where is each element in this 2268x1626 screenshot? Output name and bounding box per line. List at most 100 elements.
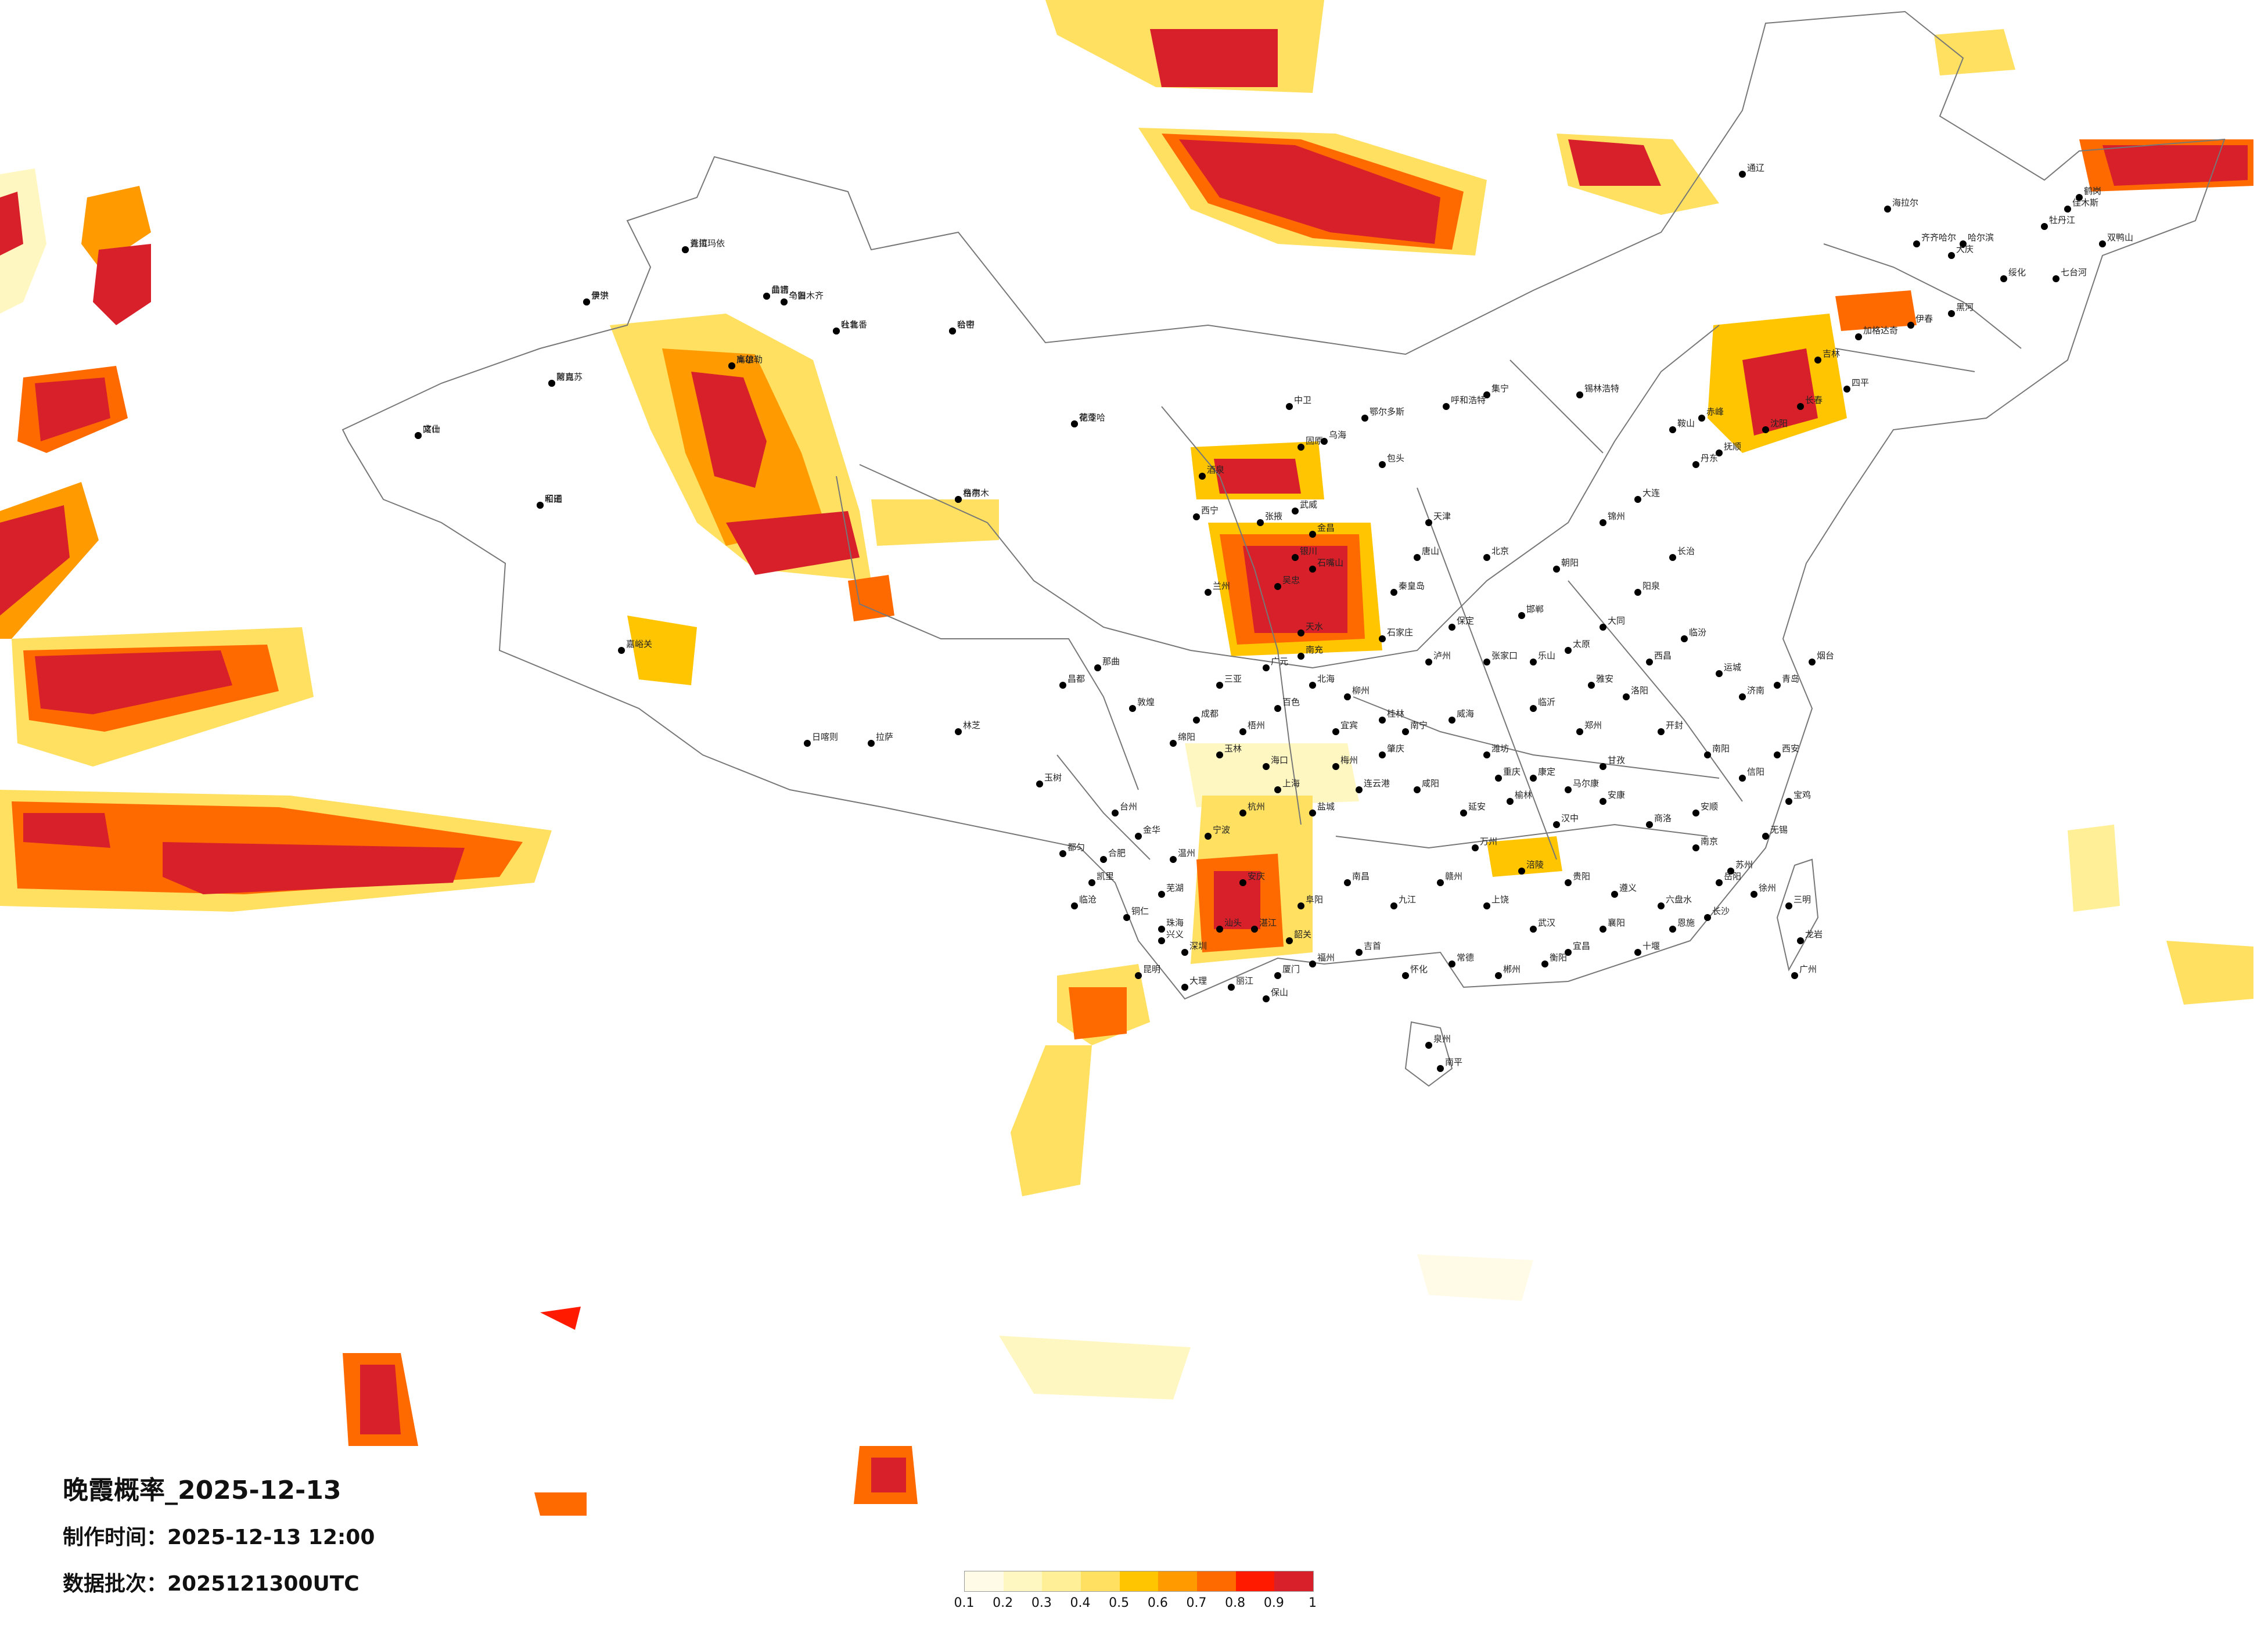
city-label: 宜昌: [1573, 941, 1590, 951]
city-label: 龙岩: [1805, 929, 1823, 940]
city-dot: [1762, 426, 1769, 433]
city-marker: 固原: [1297, 436, 1323, 451]
city-marker: 石家庄: [1379, 627, 1413, 642]
city-marker: 保山: [1263, 987, 1288, 1002]
city-marker: 赣州: [1437, 871, 1462, 886]
city-marker: 开封: [1658, 720, 1683, 735]
colorbar-swatch: [1042, 1571, 1081, 1591]
city-marker: 朝阳: [1553, 557, 1579, 573]
city-marker: 南平: [1437, 1057, 1462, 1072]
city-marker: 福州: [1309, 952, 1335, 967]
city-label: 北京: [1491, 546, 1509, 556]
city-dot: [1216, 682, 1223, 689]
colorbar-swatch: [1197, 1571, 1236, 1591]
city-label: 梧州: [1248, 720, 1265, 731]
city-dot: [682, 246, 689, 253]
city-label: 烟台: [1817, 650, 1834, 661]
city-dot: [728, 362, 735, 369]
city-marker: 青岛: [1774, 674, 1799, 689]
city-marker: 西宁: [1193, 505, 1219, 520]
city-label: 珠海: [1166, 918, 1184, 928]
city-dot: [548, 380, 555, 387]
city-marker: 温州: [1170, 848, 1195, 863]
city-marker: 甘孜: [1600, 755, 1625, 770]
city-label: 日喀则: [812, 732, 838, 742]
city-dot: [1274, 972, 1281, 979]
city-marker: 通辽: [1739, 163, 1764, 178]
city-label: 安顺: [1701, 801, 1718, 812]
city-label: 七台河: [2061, 267, 2087, 278]
city-marker: 南京: [1692, 836, 1718, 851]
city-marker: 西安: [1774, 743, 1799, 758]
city-label: 昆明: [1143, 964, 1160, 974]
city-label: 贵阳: [1573, 871, 1590, 882]
city-marker: 邯郸: [1518, 604, 1544, 619]
city-label: 海拉尔: [1892, 197, 1918, 208]
probability-colorbar: [964, 1571, 1314, 1592]
city-marker: 金昌: [1309, 523, 1335, 538]
city-label: 潍坊: [1491, 743, 1509, 754]
city-dot: [1751, 891, 1757, 898]
city-dot: [1797, 403, 1804, 410]
city-label: 南充: [1306, 645, 1323, 655]
city-label: 武威: [1300, 499, 1317, 510]
city-marker: 海拉尔: [1884, 197, 1918, 213]
city-marker: 鄂尔多斯: [1361, 406, 1404, 422]
city-label: 克拉玛依: [690, 238, 725, 249]
city-label: 岳阳: [1724, 871, 1741, 882]
city-dot: [1448, 624, 1455, 631]
production-time: 制作时间：2025-12-13 12:00: [63, 1526, 375, 1549]
city-marker: 六盘水: [1658, 894, 1692, 909]
city-dot: [1669, 554, 1676, 561]
city-marker: 南阳: [1704, 743, 1730, 758]
city-marker: 台南: [955, 488, 980, 503]
city-label: 赤峰: [1706, 406, 1724, 417]
city-label: 榆林: [1515, 790, 1532, 800]
colorbar-tick-label: 0.6: [1147, 1596, 1168, 1610]
city-marker: 赤峰: [1698, 406, 1724, 422]
city-dot: [1344, 693, 1351, 700]
city-label: 玉林: [1224, 743, 1242, 754]
city-label: 吉首: [1364, 941, 1381, 951]
city-marker: 沈阳: [1762, 418, 1788, 433]
city-label: 高雄: [736, 354, 754, 365]
city-dot: [1094, 664, 1101, 671]
city-label: 无锡: [1770, 825, 1788, 835]
city-label: 青岛: [1782, 674, 1799, 684]
city-label: 康定: [1538, 767, 1555, 777]
city-marker: 梧州: [1239, 720, 1265, 735]
city-marker: 南宁: [1402, 720, 1428, 735]
city-label: 金昌: [1317, 523, 1335, 533]
city-label: 文山: [423, 424, 440, 434]
city-marker: 兰州: [1205, 581, 1230, 596]
city-label: 柳州: [1352, 685, 1370, 696]
city-dot: [1565, 949, 1572, 956]
city-marker: 都匀: [1059, 842, 1085, 857]
city-dot: [1472, 844, 1479, 851]
city-marker: 九江: [1390, 894, 1416, 909]
city-marker: 肇庆: [1379, 743, 1404, 758]
city-marker: 蒙自: [548, 372, 574, 387]
city-dot: [1448, 717, 1455, 724]
city-marker: 铜仁: [1123, 906, 1149, 921]
city-dot: [1228, 984, 1235, 991]
city-dot: [1692, 810, 1699, 816]
city-label: 汉中: [1561, 813, 1579, 823]
city-label: 酒泉: [1207, 465, 1224, 475]
city-marker: 重庆: [1495, 767, 1521, 782]
city-marker: 曲靖: [763, 285, 789, 300]
city-dot: [1379, 635, 1386, 642]
city-dot: [1263, 995, 1270, 1002]
city-dot: [1600, 624, 1606, 631]
city-dot: [1553, 566, 1560, 573]
city-label: 林芝: [963, 720, 980, 731]
city-label: 开封: [1666, 720, 1683, 731]
city-marker: 梅州: [1332, 755, 1358, 770]
city-dot: [1565, 647, 1572, 654]
city-marker: 鞍山: [1669, 418, 1695, 433]
city-label: 湛江: [1259, 918, 1277, 928]
city-marker: 合肥: [1100, 848, 1126, 863]
city-label: 泸州: [1433, 650, 1451, 661]
city-label: 吉林: [1823, 348, 1840, 359]
city-label: 蒙自: [556, 372, 574, 382]
